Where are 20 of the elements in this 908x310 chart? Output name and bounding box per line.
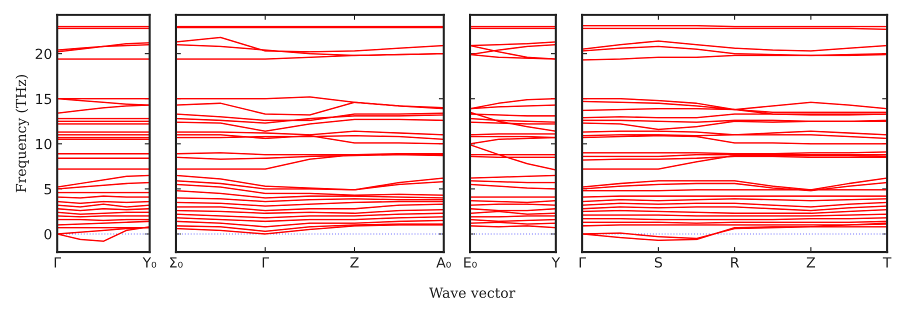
x-tick-label: T (882, 257, 892, 268)
y-tick-label: 10 (36, 138, 52, 150)
x-tick-label: Z (350, 257, 359, 268)
x-tick-label: Γ (262, 257, 270, 268)
x-tick-label: Z (806, 257, 815, 268)
x-tick-label: E₀ (464, 257, 477, 268)
y-tick-label: 20 (36, 48, 52, 60)
y-axis-title: Frequency (THz) (15, 75, 30, 192)
x-tick-label: Y₀ (142, 257, 156, 268)
x-axis-title: Wave vector (429, 288, 516, 298)
x-tick-label: Y (552, 257, 560, 268)
x-tick-label: Γ (54, 257, 61, 268)
x-tick-label: R (731, 257, 740, 268)
x-tick-label: Γ (580, 257, 586, 268)
y-tick-label: 5 (44, 184, 52, 194)
x-tick-label: Σ₀ (170, 257, 183, 268)
y-tick-label: 0 (44, 228, 52, 240)
y-tick-label: 15 (36, 94, 52, 104)
x-tick-label: A₀ (436, 257, 451, 268)
x-tick-label: S (654, 257, 662, 268)
